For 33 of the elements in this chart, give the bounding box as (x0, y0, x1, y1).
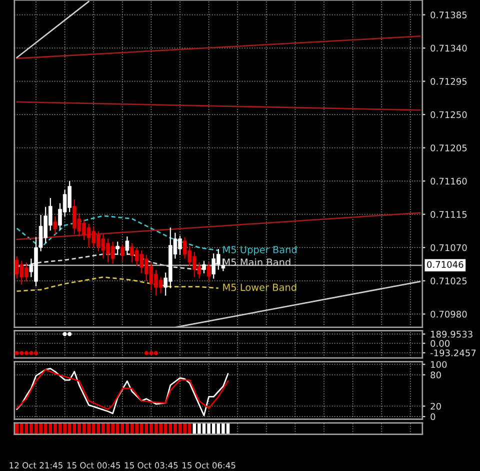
x-tick-label: 12 Oct 21:45 (10, 462, 62, 468)
line-series (16, 215, 220, 252)
y-tick-label: 0.71250 (430, 111, 467, 118)
candlestick (116, 241, 120, 256)
y-tick-label: 0.71295 (430, 78, 467, 85)
y-tick-label: 20 (430, 402, 441, 410)
series-label: M5 Lower Band (223, 283, 296, 292)
candlestick (53, 216, 58, 235)
y-tick-label: 0.71385 (430, 12, 467, 18)
candlestick (125, 236, 130, 256)
y-tick-label: 189.9533 (431, 330, 472, 338)
ref-line-label: 0.71046 (427, 261, 464, 268)
line-series (16, 368, 229, 416)
x-tick-label: 15 Oct 03:45 (124, 462, 178, 468)
candlestick (202, 260, 206, 274)
y-tick-label: 0.71160 (430, 178, 467, 185)
y-tick-label: 0.71025 (430, 278, 467, 284)
y-tick-label: 0.71070 (430, 244, 467, 252)
y-tick-label: 0.70980 (430, 310, 467, 318)
candlestick (120, 243, 124, 262)
candlestick (206, 262, 211, 282)
y-tick-label: -193.2457 (430, 349, 476, 356)
y-tick-label: 0.71115 (430, 211, 467, 218)
x-tick-label: 15 Oct 06:45 (182, 462, 236, 468)
line-series (16, 368, 229, 410)
y-tick-label: 0.71205 (430, 144, 467, 152)
y-tick-label: 0.00 (430, 340, 450, 347)
y-tick-label: 0.71340 (430, 44, 467, 52)
y-tick-label: 100 (431, 361, 447, 368)
x-tick-label: 15 Oct 00:45 (67, 462, 120, 468)
series-label: M5 Upper Band (223, 246, 297, 256)
y-tick-label: 0 (430, 413, 436, 420)
y-tick-label: 80 (430, 372, 441, 378)
